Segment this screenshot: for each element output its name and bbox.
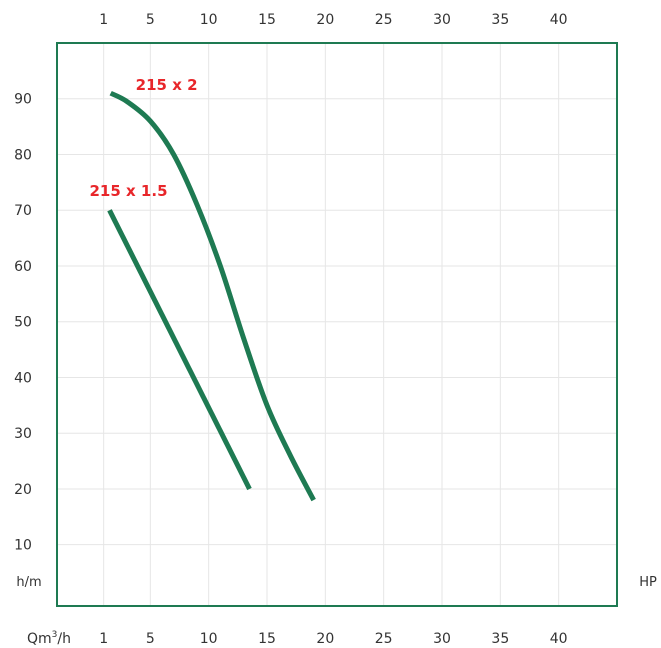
series-line-1 [109,90,316,502]
y-tick-label: 90 [14,92,32,108]
series [107,90,316,502]
y-tick-label: 40 [14,370,32,386]
x-tick-label-bottom: 35 [491,631,509,647]
x-tick-label-top: 20 [316,12,334,28]
plot-frame [56,42,618,607]
y-tick-label: 10 [14,538,32,554]
series-line-2 [107,209,252,491]
series-label-1: 215 x 2 [136,76,198,94]
grid [57,43,617,606]
x-tick-label-top: 35 [491,12,509,28]
x-tick-label-top: 10 [200,12,218,28]
x-tick-label-top: 25 [375,12,393,28]
x-tick-label-top: 1 [99,12,108,28]
y-tick-label: 70 [14,203,32,219]
x-tick-label-bottom: 5 [146,631,155,647]
y-tick-label: 60 [14,259,32,275]
y-tick-label: 50 [14,315,32,331]
tick-labels: 1155101015152020252530303535404010203040… [14,12,567,647]
x-tick-label-bottom: 15 [258,631,276,647]
x-tick-label-bottom: 40 [550,631,568,647]
x-tick-label-bottom: 1 [99,631,108,647]
y-tick-label: 80 [14,147,32,163]
right-unit-label: HP [639,575,657,590]
x-tick-label-top: 15 [258,12,276,28]
x-tick-label-bottom: 10 [200,631,218,647]
x-tick-label-bottom: 20 [316,631,334,647]
x-tick-label-bottom: 25 [375,631,393,647]
y-tick-label: 30 [14,426,32,442]
y-tick-label: 20 [14,482,32,498]
x-tick-label-top: 5 [146,12,155,28]
x-tick-label-bottom: 30 [433,631,451,647]
y-unit-label: h/m [16,575,41,590]
x-unit-label: Qm3/h [27,630,71,647]
series-labels: 215 x 2 215 x 1.5 [90,76,198,200]
x-tick-label-top: 40 [550,12,568,28]
series-label-2: 215 x 1.5 [90,182,168,200]
x-tick-label-top: 30 [433,12,451,28]
